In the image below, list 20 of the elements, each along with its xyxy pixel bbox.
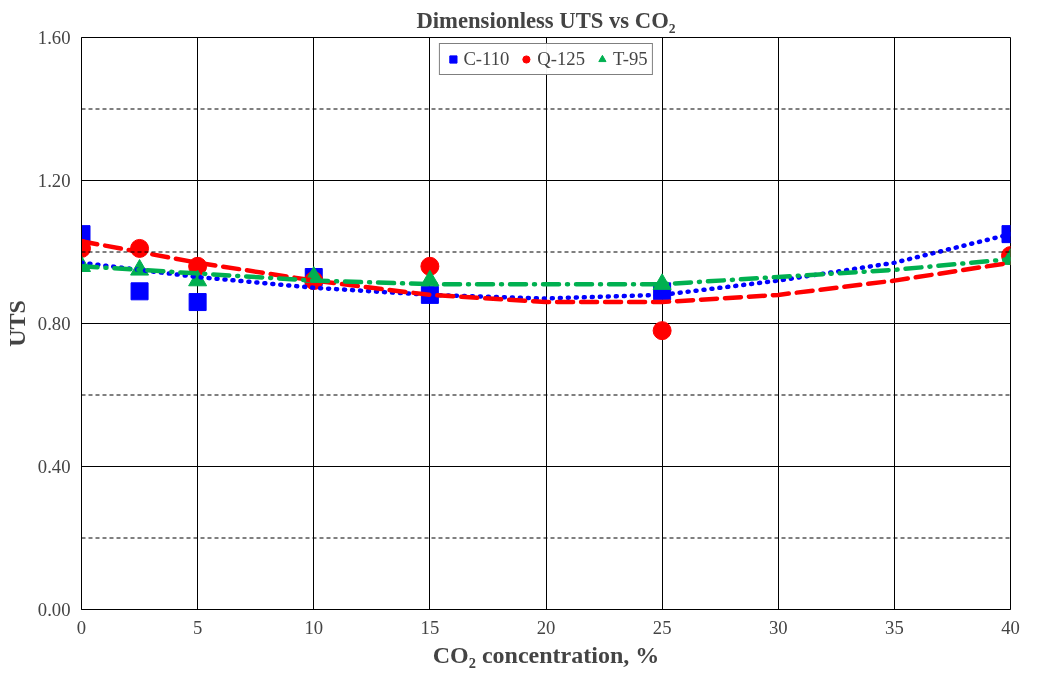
x-tick-label: 15 xyxy=(420,616,440,638)
x-axis-title: CO₂ concentration, % xyxy=(432,641,660,668)
y-tick-label: 1.20 xyxy=(37,170,71,191)
chart-title: Dimensionless UTS vs CO₂ xyxy=(416,7,676,33)
y-tick-label: 1.60 xyxy=(37,27,71,48)
x-tick-label: 20 xyxy=(536,616,556,638)
x-tick-label: 40 xyxy=(1001,616,1020,638)
y-tick-label: 0.80 xyxy=(37,313,71,334)
x-tick-label: 30 xyxy=(768,616,788,638)
x-tick-label: 5 xyxy=(192,616,203,638)
legend-label: Q-125 xyxy=(537,48,586,70)
x-tick-label: 25 xyxy=(652,616,672,638)
x-tick-label: 0 xyxy=(76,616,87,638)
y-axis-title: UTS xyxy=(3,300,30,347)
y-tick-label: 0.40 xyxy=(37,456,71,477)
x-tick-label: 10 xyxy=(304,616,324,638)
x-tick-label: 35 xyxy=(885,616,904,638)
y-tick-label: 0.00 xyxy=(37,599,71,620)
legend-label: C-110 xyxy=(463,48,510,70)
legend-label: T-95 xyxy=(613,48,648,70)
